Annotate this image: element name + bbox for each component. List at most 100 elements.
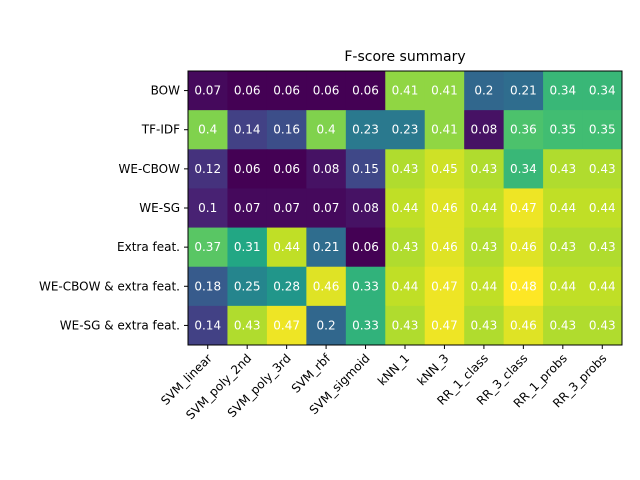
- cell-value-label: 0.43: [471, 318, 498, 332]
- heatmap-cell: [424, 305, 465, 346]
- cell-value-label: 0.44: [392, 201, 419, 215]
- heatmap-cell: [345, 188, 386, 229]
- cell-value-label: 0.07: [273, 201, 300, 215]
- cell-value-label: 0.44: [392, 279, 419, 293]
- heatmap-cell: [227, 227, 268, 268]
- cell-value-label: 0.47: [510, 201, 537, 215]
- heatmap-cell: [543, 266, 584, 307]
- heatmap-cell: [464, 188, 505, 229]
- cell-value-label: 0.35: [549, 123, 576, 137]
- heatmap-cell: [543, 305, 584, 346]
- cell-value-label: 0.21: [510, 84, 537, 98]
- cell-value-label: 0.41: [431, 84, 458, 98]
- heatmap-cell: [345, 305, 386, 346]
- heatmap-cell: [582, 71, 623, 111]
- cell-value-label: 0.47: [431, 279, 458, 293]
- cell-value-label: 0.18: [194, 279, 221, 293]
- heatmap-cell: [385, 149, 426, 189]
- x-tick-label: kNN_1: [375, 351, 412, 388]
- y-tick-label: BOW: [151, 84, 180, 98]
- heatmap-cell: [306, 227, 347, 268]
- cell-value-label: 0.43: [471, 162, 498, 176]
- cell-value-label: 0.43: [549, 318, 576, 332]
- heatmap-cell: [582, 110, 623, 150]
- y-tick-label: WE-CBOW & extra feat.: [39, 279, 180, 293]
- cell-value-label: 0.46: [510, 240, 537, 254]
- cell-value-label: 0.4: [317, 123, 336, 137]
- cell-value-label: 0.14: [194, 318, 221, 332]
- heatmap-cell: [503, 71, 544, 111]
- cell-value-label: 0.06: [234, 162, 261, 176]
- cell-value-label: 0.47: [431, 318, 458, 332]
- heatmap-cell: [385, 71, 426, 111]
- heatmap-cell: [188, 110, 228, 150]
- cell-value-label: 0.06: [313, 84, 340, 98]
- cell-value-label: 0.35: [589, 123, 616, 137]
- heatmap-cell: [464, 305, 505, 346]
- cell-value-label: 0.44: [471, 279, 498, 293]
- y-axis: BOW TF-IDF WE-CBOW WE-SG Extra feat. WE-CBOW …: [39, 84, 188, 332]
- heatmap-cell: [464, 266, 505, 307]
- cell-value-labels: 0.07 0.06 0.06 0.06 0.06 0.41 0.41 0.2 0.21 0.34 0…: [194, 84, 615, 333]
- cell-value-label: 0.12: [194, 162, 221, 176]
- cell-value-label: 0.1: [198, 201, 217, 215]
- heatmap-cell: [266, 149, 307, 189]
- heatmap-cell: [464, 227, 505, 268]
- cell-value-label: 0.43: [471, 240, 498, 254]
- heatmap-cell: [582, 266, 623, 307]
- heatmap-cell: [424, 71, 465, 111]
- heatmap-cell: [266, 227, 307, 268]
- cell-value-label: 0.43: [589, 240, 616, 254]
- cell-value-label: 0.46: [431, 240, 458, 254]
- heatmap-cell: [385, 227, 426, 268]
- cell-value-label: 0.25: [234, 279, 261, 293]
- heatmap-cell: [188, 305, 228, 346]
- cell-value-label: 0.43: [549, 162, 576, 176]
- cell-value-label: 0.48: [510, 279, 537, 293]
- cell-value-label: 0.37: [194, 240, 221, 254]
- heatmap-cell: [424, 149, 465, 189]
- cell-value-label: 0.33: [352, 279, 379, 293]
- heatmap-cell: [503, 305, 544, 346]
- heatmap-cell: [424, 188, 465, 229]
- heatmap-cell: [227, 110, 268, 150]
- cell-value-label: 0.44: [549, 279, 576, 293]
- heatmap-cell: [503, 266, 544, 307]
- heatmap-cell: [306, 110, 347, 150]
- heatmap-cell: [188, 71, 228, 111]
- heatmap-cell: [306, 266, 347, 307]
- cell-value-label: 0.43: [549, 240, 576, 254]
- cell-value-label: 0.43: [589, 162, 616, 176]
- heatmap-cell: [424, 227, 465, 268]
- heatmap-cell: [582, 188, 623, 229]
- heatmap-cell: [543, 71, 584, 111]
- cell-value-label: 0.06: [273, 84, 300, 98]
- cell-value-label: 0.43: [589, 318, 616, 332]
- heatmap-cell: [227, 305, 268, 346]
- cell-value-label: 0.15: [352, 162, 379, 176]
- heatmap-cell: [227, 149, 268, 189]
- cell-value-label: 0.23: [352, 123, 379, 137]
- y-tick-label: TF-IDF: [141, 123, 180, 137]
- cell-value-label: 0.46: [313, 279, 340, 293]
- cell-value-label: 0.07: [234, 201, 261, 215]
- y-tick-label: WE-SG: [139, 201, 180, 215]
- heatmap-cell: [385, 188, 426, 229]
- heatmap-cell: [385, 305, 426, 346]
- heatmap-cell: [345, 266, 386, 307]
- cell-value-label: 0.31: [234, 240, 261, 254]
- cell-value-label: 0.44: [589, 201, 616, 215]
- cell-value-label: 0.14: [234, 123, 261, 137]
- y-tick-label: WE-CBOW: [119, 162, 181, 176]
- cell-value-label: 0.34: [549, 84, 576, 98]
- heatmap-cell: [582, 227, 623, 268]
- heatmap-cell: [306, 188, 347, 229]
- heatmap-cell: [227, 71, 268, 111]
- cell-value-label: 0.41: [392, 84, 419, 98]
- cell-value-label: 0.43: [234, 318, 261, 332]
- cell-value-label: 0.43: [392, 162, 419, 176]
- cell-value-label: 0.47: [273, 318, 300, 332]
- heatmap-cell: [227, 188, 268, 229]
- cell-value-label: 0.44: [589, 279, 616, 293]
- heatmap-cell: [266, 188, 307, 229]
